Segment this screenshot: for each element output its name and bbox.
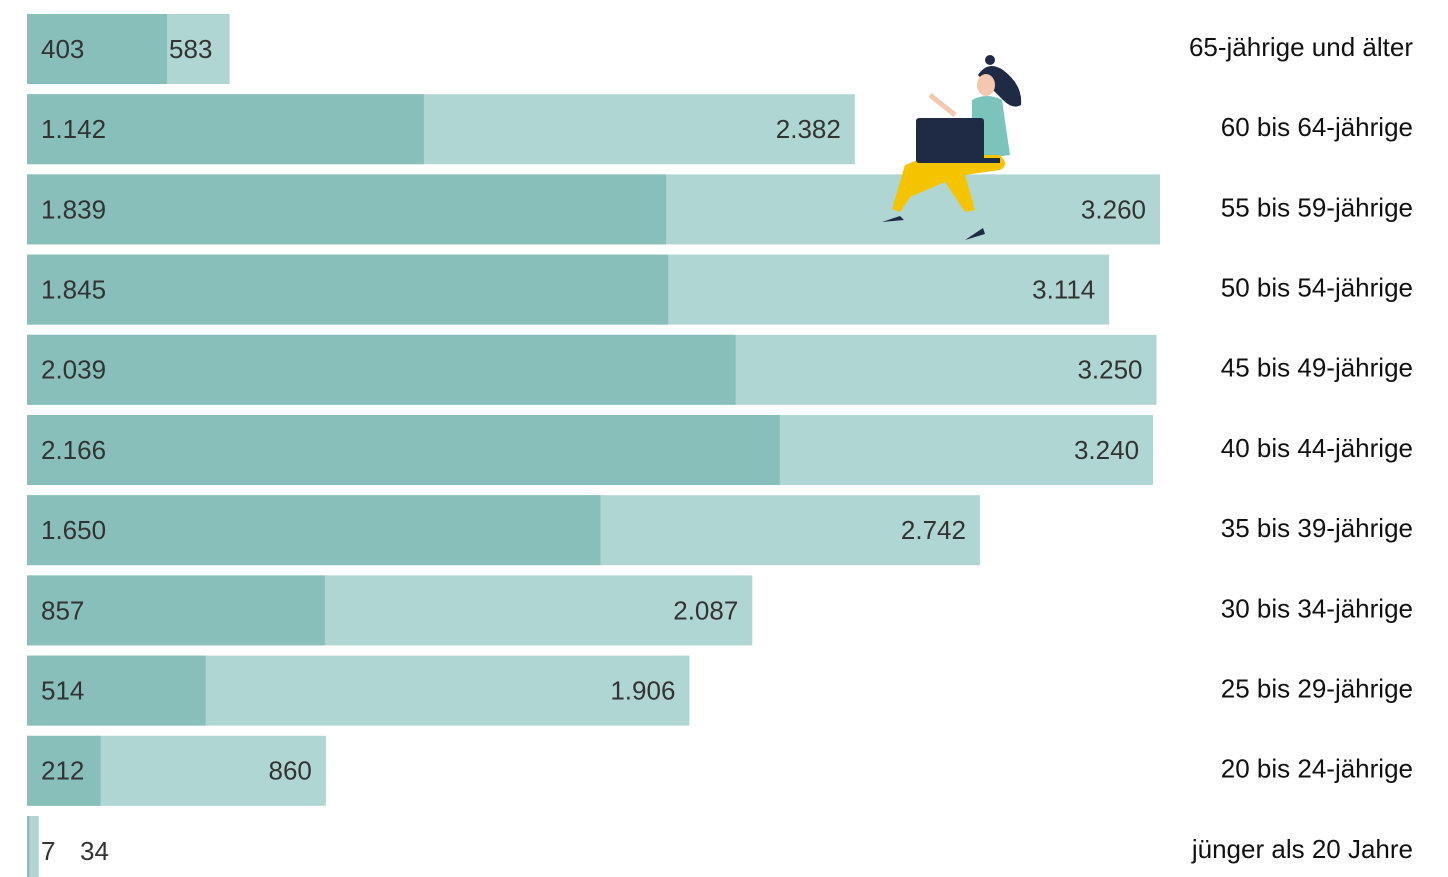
bar-part (27, 14, 168, 84)
bar-part (27, 415, 780, 485)
value-label: 2.166 (41, 435, 106, 465)
value-label: 2.087 (673, 595, 738, 625)
category-label: 60 bis 64-jährige (1221, 112, 1413, 142)
value-label: 2.382 (776, 114, 841, 144)
category-label: 40 bis 44-jährige (1221, 433, 1413, 463)
value-label: 3.240 (1074, 435, 1139, 465)
value-label: 857 (41, 595, 84, 625)
value-label: 3.260 (1081, 194, 1146, 224)
category-label: 45 bis 49-jährige (1221, 353, 1413, 383)
value-label: 860 (268, 756, 311, 786)
category-label: 25 bis 29-jährige (1221, 673, 1413, 703)
category-label: 30 bis 34-jährige (1221, 593, 1413, 623)
category-label: jünger als 20 Jahre (1191, 834, 1413, 864)
value-label: 3.114 (1032, 274, 1095, 304)
value-label: 3.250 (1077, 355, 1142, 385)
bar-total (27, 816, 39, 877)
value-label: 1.845 (41, 274, 106, 304)
bar-part (27, 495, 601, 566)
bar-part (27, 334, 736, 405)
value-label: 34 (80, 836, 109, 866)
value-label: 1.650 (41, 515, 106, 545)
value-label: 1.839 (41, 194, 106, 224)
value-label: 2.742 (901, 515, 966, 545)
value-label: 212 (41, 756, 84, 786)
bar-part (27, 816, 30, 877)
bar-part (27, 575, 325, 646)
value-label: 7 (41, 836, 55, 866)
value-label: 514 (41, 675, 84, 705)
category-label: 55 bis 59-jährige (1221, 192, 1413, 222)
category-label: 65-jährige und älter (1189, 32, 1413, 62)
category-label: 20 bis 24-jährige (1221, 754, 1413, 784)
value-label: 1.142 (41, 114, 106, 144)
bar-part (27, 735, 101, 806)
bar-part (27, 254, 669, 325)
value-label: 2.039 (41, 355, 106, 385)
bar-part (27, 655, 206, 726)
bar-part (27, 174, 667, 245)
category-label: 50 bis 54-jährige (1221, 272, 1413, 302)
illustration (882, 55, 1022, 240)
value-label: 583 (169, 34, 212, 64)
bar-part (27, 94, 424, 165)
category-label: 35 bis 39-jährige (1221, 513, 1413, 543)
value-label: 403 (41, 34, 84, 64)
value-label: 1.906 (610, 675, 675, 705)
